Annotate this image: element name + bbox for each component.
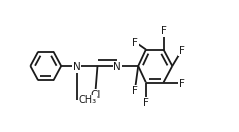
- Text: F: F: [132, 38, 138, 48]
- Text: N: N: [73, 62, 81, 72]
- Text: N: N: [114, 62, 121, 72]
- Text: F: F: [143, 98, 149, 108]
- Text: F: F: [132, 86, 138, 96]
- Text: F: F: [161, 26, 166, 36]
- Text: F: F: [179, 79, 185, 88]
- Text: Cl: Cl: [90, 89, 100, 100]
- Text: CH₃: CH₃: [79, 95, 97, 105]
- Text: F: F: [179, 46, 185, 55]
